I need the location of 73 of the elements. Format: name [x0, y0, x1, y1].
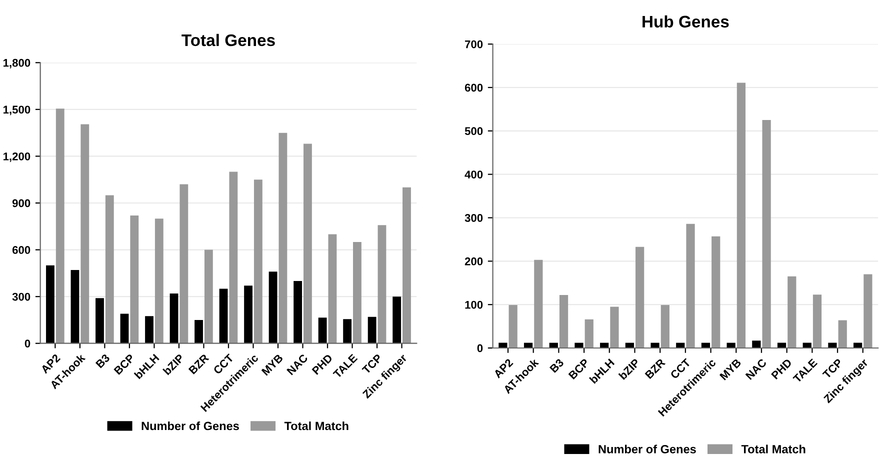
bar	[268, 272, 278, 344]
bar	[368, 316, 376, 344]
y-tick-label: 300	[464, 214, 483, 222]
bar	[154, 218, 164, 344]
bar	[96, 298, 104, 344]
bar	[328, 234, 337, 344]
y-tick-label: 1,800	[3, 58, 30, 68]
bar	[762, 120, 771, 348]
legend-label: Number of Genes	[142, 421, 239, 430]
bar	[219, 288, 228, 344]
bar	[574, 342, 584, 348]
bar	[244, 286, 252, 344]
bar	[120, 314, 129, 344]
bar	[353, 242, 362, 344]
bar	[559, 295, 568, 348]
bar	[254, 180, 262, 344]
bar	[294, 280, 302, 344]
bar	[170, 293, 178, 344]
chart-title: Hub Genes	[642, 15, 729, 28]
bar	[508, 305, 518, 348]
y-tick-label: 900	[12, 199, 30, 208]
legend-label: Total Match	[741, 444, 806, 454]
bar	[80, 124, 90, 344]
bar	[194, 320, 203, 344]
bar	[788, 276, 796, 348]
x-tick-label: B3	[95, 354, 110, 368]
bar	[204, 250, 213, 344]
chart-title: Total Genes	[182, 34, 275, 46]
y-tick-label: 100	[465, 300, 483, 309]
bar	[130, 215, 139, 344]
bar	[343, 319, 352, 344]
bar	[864, 274, 872, 348]
bar	[318, 318, 327, 344]
bar	[838, 320, 847, 348]
bar	[303, 144, 312, 344]
legend-label: Number of Genes	[598, 444, 696, 454]
bar	[584, 319, 594, 348]
bar	[636, 246, 644, 348]
bar	[712, 236, 720, 348]
y-tick-label: 600	[12, 246, 30, 254]
bar	[534, 260, 543, 348]
bar	[828, 342, 837, 348]
y-tick-label: 200	[464, 257, 483, 266]
bar	[56, 108, 64, 344]
y-tick-label: 1,500	[3, 106, 30, 116]
y-tick-label: 300	[12, 292, 30, 301]
bar	[105, 195, 114, 344]
y-tick-label: 1,200	[3, 152, 30, 162]
bar	[752, 340, 761, 348]
y-tick-label: 400	[464, 170, 483, 178]
bar	[610, 306, 619, 348]
bar	[229, 172, 238, 344]
y-tick-label: 0	[477, 344, 483, 352]
bar	[402, 187, 411, 344]
y-tick-label: 700	[465, 40, 483, 48]
bar	[180, 184, 188, 344]
x-tick-label: TCP	[822, 358, 844, 380]
bar	[46, 265, 54, 344]
bar	[736, 82, 746, 348]
bar	[812, 294, 822, 348]
y-tick-label: 0	[24, 340, 30, 348]
bar	[392, 296, 402, 344]
x-tick-label: B3	[549, 358, 564, 374]
bar	[650, 342, 660, 348]
legend-label: Total Match	[284, 421, 348, 430]
bar	[278, 132, 288, 344]
bar	[378, 225, 386, 344]
y-tick-label: 600	[464, 84, 483, 92]
bar	[145, 316, 154, 344]
y-tick-label: 500	[464, 127, 483, 136]
bar	[686, 224, 695, 348]
bar	[70, 270, 80, 344]
bar	[660, 305, 670, 348]
